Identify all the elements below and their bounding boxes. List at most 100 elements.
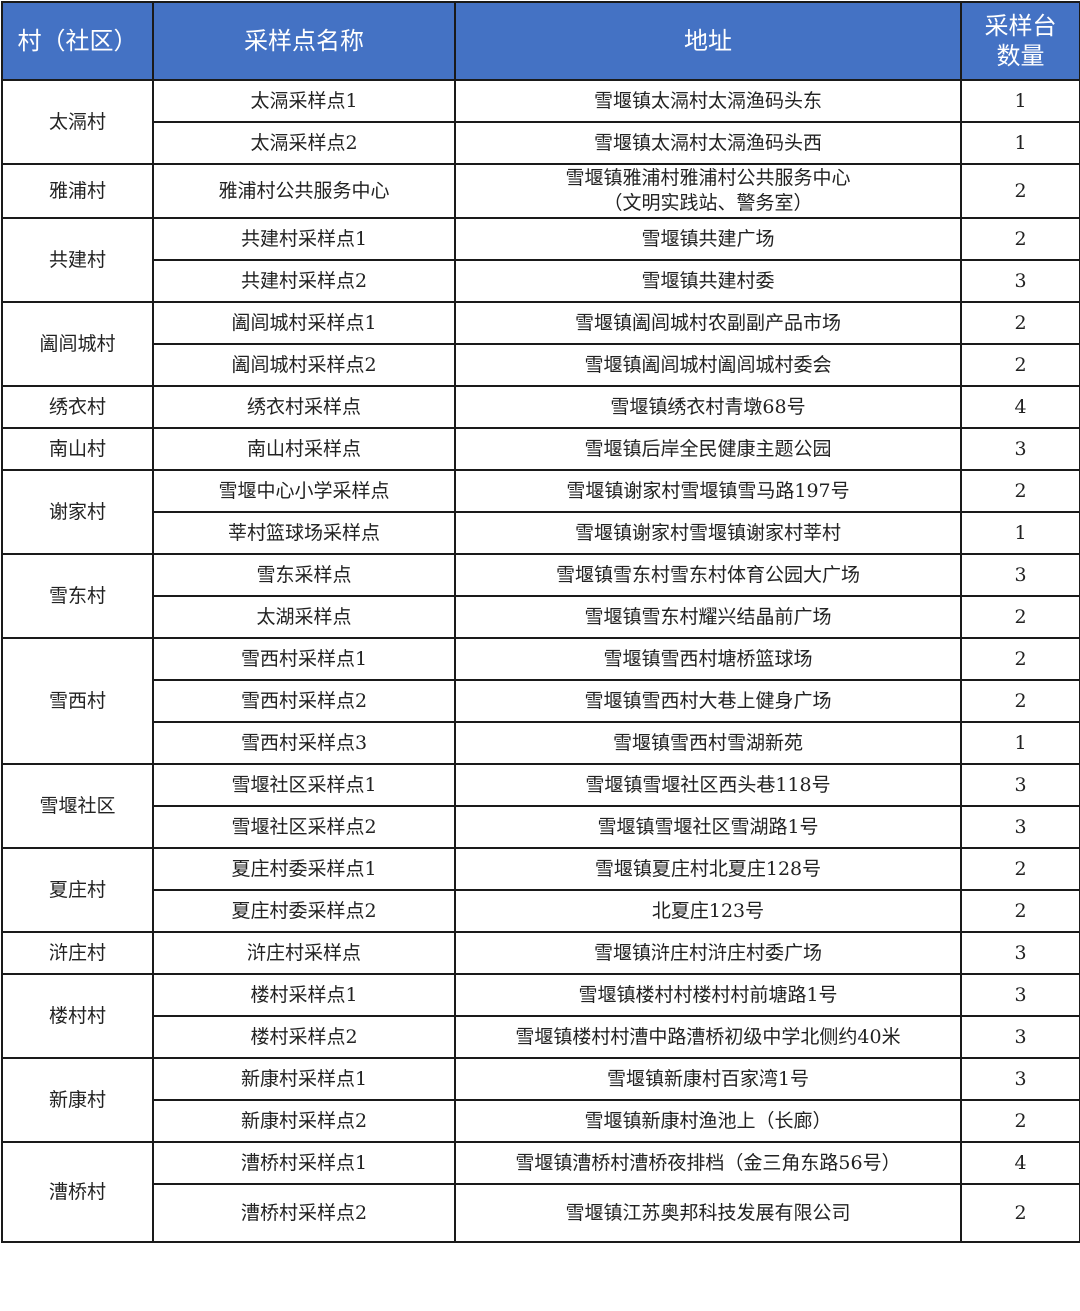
address-line: 雪堰镇新康村百家湾1号 bbox=[606, 1067, 810, 1090]
site-name-cell: 阖闾城村采样点2 bbox=[152, 343, 456, 387]
address-line-2: （文明实践站、警务室） bbox=[603, 192, 813, 214]
site-name-cell: 雪西村采样点3 bbox=[152, 721, 456, 765]
table-row: 共建村 共建村采样点1 雪堰镇共建广场 2 bbox=[1, 217, 1080, 303]
table-row: 太湖采样点 雪堰镇雪东村耀兴结晶前广场 2 bbox=[2, 595, 1080, 639]
table-row: 共建村采样点2 雪堰镇共建村委 3 bbox=[2, 259, 1080, 303]
header-count-line1: 采样台 bbox=[984, 12, 1057, 40]
count-cell: 2 bbox=[960, 469, 1080, 513]
table-row: 雪东村 雪东采样点 雪堰镇雪东村雪东村体育公园大广场 3 bbox=[1, 553, 1080, 639]
village-cell: 夏庄村 bbox=[1, 847, 154, 933]
site-name-cell: 夏庄村委采样点1 bbox=[152, 847, 456, 891]
address-line: 雪堰镇雪东村雪东村体育公园大广场 bbox=[555, 563, 860, 586]
table-row: 楼村村 楼村采样点1 雪堰镇楼村村楼村村前塘路1号 3 bbox=[1, 973, 1080, 1059]
village-cell: 雪西村 bbox=[1, 637, 154, 765]
site-name-cell: 夏庄村委采样点2 bbox=[152, 889, 456, 933]
site-name-cell: 太滆采样点1 bbox=[152, 79, 456, 123]
address-cell: 雪堰镇夏庄村北夏庄128号 bbox=[454, 847, 962, 891]
address-cell: 雪堰镇雅浦村雅浦村公共服务中心 （文明实践站、警务室） bbox=[454, 163, 962, 219]
address-cell: 北夏庄123号 bbox=[454, 889, 962, 933]
site-name-cell: 共建村采样点2 bbox=[152, 259, 456, 303]
address-cell: 雪堰镇雪堰社区西头巷118号 bbox=[454, 763, 962, 807]
address-line: 雪堰镇雪西村塘桥篮球场 bbox=[603, 647, 813, 670]
table-row: 漕桥村采样点2 雪堰镇江苏奥邦科技发展有限公司 2 bbox=[2, 1183, 1080, 1243]
site-name-cell: 浒庄村采样点 bbox=[152, 931, 456, 975]
address-cell: 雪堰镇雪东村耀兴结晶前广场 bbox=[454, 595, 962, 639]
address-cell: 雪堰镇雪堰社区雪湖路1号 bbox=[454, 805, 962, 849]
site-name-cell: 新康村采样点1 bbox=[152, 1057, 456, 1101]
count-cell: 2 bbox=[960, 595, 1080, 639]
address-line: 雪堰镇共建村委 bbox=[641, 269, 775, 292]
site-name-cell: 雪西村采样点2 bbox=[152, 679, 456, 723]
count-cell: 2 bbox=[960, 343, 1080, 387]
header-village: 村（社区） bbox=[1, 1, 154, 81]
table-row: 夏庄村委采样点2 北夏庄123号 2 bbox=[2, 889, 1080, 933]
address-line: 雪堰镇楼村村漕中路漕桥初级中学北侧约40米 bbox=[515, 1025, 901, 1048]
village-cell: 谢家村 bbox=[1, 469, 154, 555]
count-cell: 3 bbox=[960, 1057, 1080, 1101]
village-cell: 绣衣村 bbox=[1, 385, 154, 429]
table-row: 新康村 新康村采样点1 雪堰镇新康村百家湾1号 3 bbox=[1, 1057, 1080, 1143]
address-line: 雪堰镇共建广场 bbox=[641, 227, 775, 250]
count-cell: 3 bbox=[960, 973, 1080, 1017]
count-cell: 4 bbox=[960, 385, 1080, 429]
site-name-cell: 雪堰社区采样点2 bbox=[152, 805, 456, 849]
address-cell: 雪堰镇后岸全民健康主题公园 bbox=[454, 427, 962, 471]
village-cell: 漕桥村 bbox=[1, 1141, 154, 1243]
table-row: 浒庄村 浒庄村采样点 雪堰镇浒庄村浒庄村委广场 3 bbox=[1, 931, 1080, 975]
table-row: 雅浦村 雅浦村公共服务中心 雪堰镇雅浦村雅浦村公共服务中心 （文明实践站、警务室） 2 bbox=[1, 163, 1080, 219]
table-row: 雪西村采样点2 雪堰镇雪西村大巷上健身广场 2 bbox=[2, 679, 1080, 723]
table-row: 绣衣村 绣衣村采样点 雪堰镇绣衣村青墩68号 4 bbox=[1, 385, 1080, 429]
table-row: 谢家村 雪堰中心小学采样点 雪堰镇谢家村雪堰镇雪马路197号 2 bbox=[1, 469, 1080, 555]
header-address: 地址 bbox=[454, 1, 962, 81]
count-cell: 2 bbox=[960, 679, 1080, 723]
site-name-cell: 太湖采样点 bbox=[152, 595, 456, 639]
address-cell: 雪堰镇楼村村漕中路漕桥初级中学北侧约40米 bbox=[454, 1015, 962, 1059]
header-count: 采样台 数量 bbox=[960, 1, 1080, 81]
site-name-cell: 楼村采样点2 bbox=[152, 1015, 456, 1059]
village-cell: 南山村 bbox=[1, 427, 154, 471]
address-cell: 雪堰镇漕桥村漕桥夜排档（金三角东路56号） bbox=[454, 1141, 962, 1185]
address-line: 雪堰镇谢家村雪堰镇谢家村莘村 bbox=[574, 521, 841, 544]
site-name-cell: 莘村篮球场采样点 bbox=[152, 511, 456, 555]
table-row: 太滆采样点2 雪堰镇太滆村太滆渔码头西 1 bbox=[2, 121, 1080, 165]
address-cell: 雪堰镇共建村委 bbox=[454, 259, 962, 303]
address-cell: 雪堰镇新康村渔池上（长廊） bbox=[454, 1099, 962, 1143]
table-row: 雪西村采样点3 雪堰镇雪西村雪湖新苑 1 bbox=[2, 721, 1080, 765]
address-line: 雪堰镇浒庄村浒庄村委广场 bbox=[593, 941, 822, 964]
address-line: 雪堰镇雪西村雪湖新苑 bbox=[612, 731, 803, 754]
address-cell: 雪堰镇太滆村太滆渔码头东 bbox=[454, 79, 962, 123]
address-line: 雪堰镇阖闾城村农副副产品市场 bbox=[574, 311, 841, 334]
village-cell: 浒庄村 bbox=[1, 931, 154, 975]
count-cell: 1 bbox=[960, 121, 1080, 165]
header-count-line2: 数量 bbox=[996, 42, 1045, 70]
table-row: 楼村采样点2 雪堰镇楼村村漕中路漕桥初级中学北侧约40米 3 bbox=[2, 1015, 1080, 1059]
count-cell: 1 bbox=[960, 721, 1080, 765]
count-cell: 3 bbox=[960, 259, 1080, 303]
sampling-sites-table: 村（社区） 采样点名称 地址 采样台 数量 太滆村 太滆采样点1 雪堰镇太滆村太滆渔码… bbox=[1, 1, 1080, 1243]
address-line: 雪堰镇雪堰社区西头巷118号 bbox=[585, 773, 831, 796]
address-cell: 雪堰镇江苏奥邦科技发展有限公司 bbox=[454, 1183, 962, 1243]
site-name-cell: 漕桥村采样点1 bbox=[152, 1141, 456, 1185]
address-cell: 雪堰镇阖闾城村农副副产品市场 bbox=[454, 301, 962, 345]
count-cell: 2 bbox=[960, 637, 1080, 681]
address-line: 雪堰镇绣衣村青墩68号 bbox=[610, 395, 806, 418]
count-cell: 1 bbox=[960, 79, 1080, 123]
address-cell: 雪堰镇共建广场 bbox=[454, 217, 962, 261]
table-row: 夏庄村 夏庄村委采样点1 雪堰镇夏庄村北夏庄128号 2 bbox=[1, 847, 1080, 933]
table-row: 新康村采样点2 雪堰镇新康村渔池上（长廊） 2 bbox=[2, 1099, 1080, 1143]
table-body: 太滆村 太滆采样点1 雪堰镇太滆村太滆渔码头东 1 太滆采样点2 雪堰镇太滆村太滆渔码头西… bbox=[1, 79, 1080, 1243]
site-name-cell: 新康村采样点2 bbox=[152, 1099, 456, 1143]
count-cell: 3 bbox=[960, 931, 1080, 975]
site-name-cell: 楼村采样点1 bbox=[152, 973, 456, 1017]
address-cell: 雪堰镇阖闾城村阖闾城村委会 bbox=[454, 343, 962, 387]
address-line: 雪堰镇阖闾城村阖闾城村委会 bbox=[584, 353, 832, 376]
address-line: 雪堰镇太滆村太滆渔码头西 bbox=[593, 131, 822, 154]
count-cell: 2 bbox=[960, 847, 1080, 891]
address-cell: 雪堰镇楼村村楼村村前塘路1号 bbox=[454, 973, 962, 1017]
table-row: 漕桥村 漕桥村采样点1 雪堰镇漕桥村漕桥夜排档（金三角东路56号） 4 bbox=[1, 1141, 1080, 1243]
village-cell: 雪堰社区 bbox=[1, 763, 154, 849]
address-cell: 雪堰镇雪西村塘桥篮球场 bbox=[454, 637, 962, 681]
address-line: 北夏庄123号 bbox=[651, 899, 765, 922]
count-cell: 2 bbox=[960, 1099, 1080, 1143]
site-name-cell: 绣衣村采样点 bbox=[152, 385, 456, 429]
